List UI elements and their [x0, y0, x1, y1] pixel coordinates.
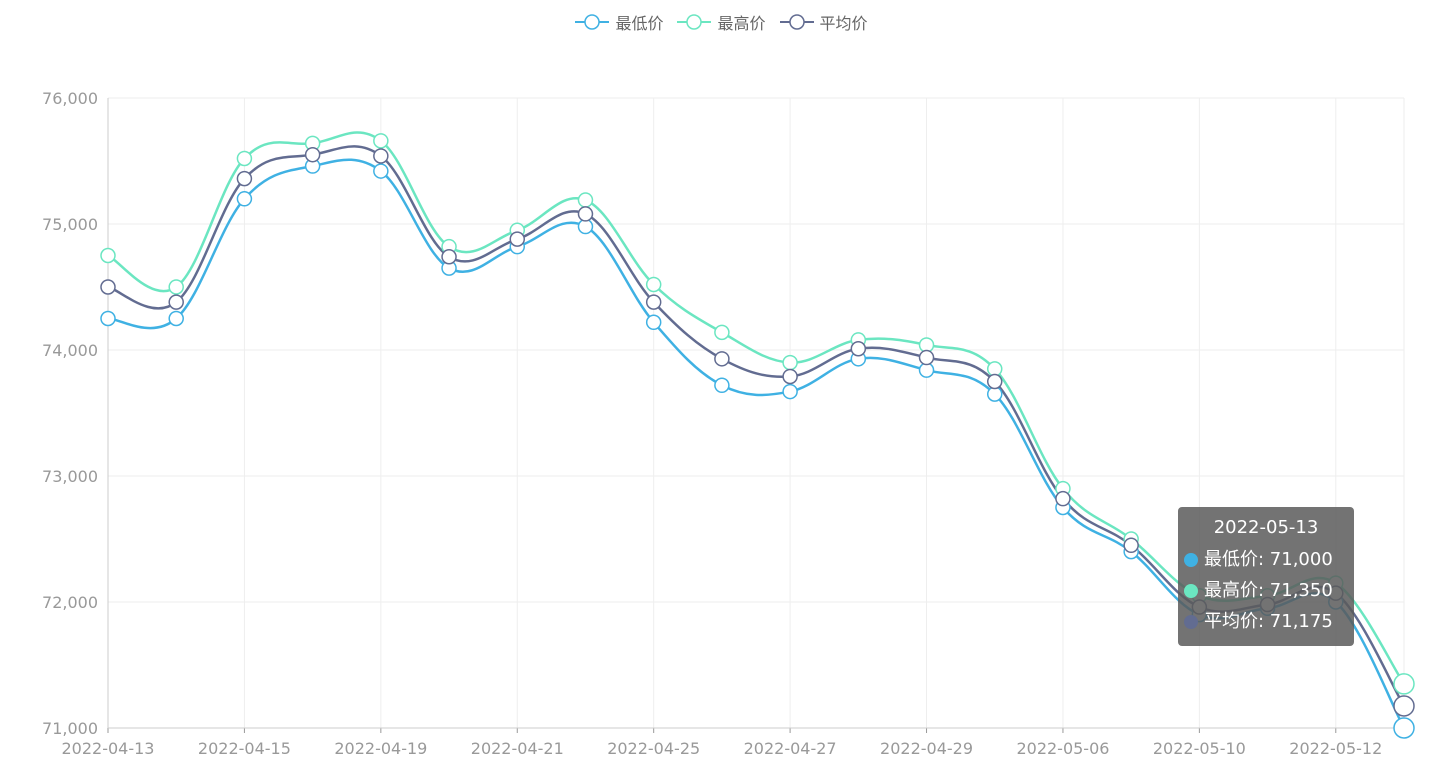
x-tick-label: 2022-05-06	[1016, 739, 1109, 758]
x-tick-label: 2022-04-29	[880, 739, 973, 758]
data-point-avg[interactable]	[1055, 490, 1071, 507]
x-tick-label: 2022-04-13	[62, 739, 155, 758]
x-tick-label: 2022-04-21	[471, 739, 564, 758]
data-point-avg[interactable]	[850, 340, 867, 357]
data-point-avg[interactable]	[373, 148, 389, 164]
data-point-high[interactable]	[1393, 673, 1415, 695]
y-tick-label: 73,000	[42, 467, 98, 486]
data-point-low[interactable]	[168, 310, 184, 327]
legend-low-icon	[575, 14, 610, 30]
tooltip-high-value: 最高价: 71,350	[1204, 580, 1333, 601]
data-point-high[interactable]	[236, 150, 253, 167]
data-point-low[interactable]	[100, 310, 116, 327]
data-point-avg[interactable]	[236, 170, 253, 187]
data-point-avg[interactable]	[986, 373, 1003, 390]
x-tick-label: 2022-04-19	[334, 739, 427, 758]
x-tick-label: 2022-05-10	[1153, 739, 1246, 758]
data-point-avg[interactable]	[645, 294, 662, 310]
axes: 71,000 72,000 73,000 74,000 75,000 76,000 2022…	[42, 89, 1404, 758]
series-points	[100, 133, 1415, 739]
x-tick-label: 2022-04-25	[607, 739, 700, 758]
data-point-avg[interactable]	[714, 351, 730, 367]
data-point-avg[interactable]	[168, 294, 184, 310]
data-point-high[interactable]	[100, 247, 116, 264]
legend-label-low: 最低价	[615, 14, 664, 33]
data-point-avg[interactable]	[441, 249, 457, 265]
y-tick-label: 72,000	[42, 593, 98, 612]
x-tick-label: 2022-05-12	[1289, 739, 1382, 758]
data-point-avg[interactable]	[100, 279, 116, 295]
tooltip-low-dot	[1184, 552, 1198, 567]
tooltip-avg-dot	[1184, 614, 1198, 629]
tooltip-low-value: 最低价: 71,000	[1204, 549, 1333, 570]
data-point-high[interactable]	[782, 354, 798, 371]
x-tick-label: 2022-04-27	[744, 739, 837, 758]
tooltip-row-high: 最高价: 71,350	[1184, 575, 1348, 606]
data-point-avg[interactable]	[1393, 695, 1415, 717]
x-tick-label: 2022-04-15	[198, 739, 291, 758]
data-point-low[interactable]	[373, 163, 389, 179]
data-point-low[interactable]	[714, 377, 730, 394]
legend-label-avg: 平均价	[819, 14, 868, 33]
tooltip-row-avg: 平均价: 71,175	[1184, 606, 1348, 637]
y-tick-label: 76,000	[42, 89, 98, 108]
data-point-avg[interactable]	[304, 146, 321, 163]
data-point-avg[interactable]	[1123, 537, 1139, 554]
legend: 最低价 最高价 平均价	[0, 10, 1443, 34]
data-point-low[interactable]	[782, 383, 798, 400]
y-tick-label: 71,000	[42, 719, 98, 738]
data-point-low[interactable]	[1393, 717, 1415, 739]
y-tick-label: 74,000	[42, 341, 98, 360]
data-point-high[interactable]	[577, 192, 594, 208]
tooltip-high-dot	[1184, 583, 1198, 598]
data-point-avg[interactable]	[577, 206, 594, 222]
legend-high-icon	[677, 14, 712, 30]
data-point-avg[interactable]	[782, 368, 798, 385]
legend-label-high: 最高价	[717, 14, 766, 33]
legend-item-low[interactable]: 最低价	[575, 10, 663, 34]
tooltip-avg-value: 平均价: 71,175	[1204, 611, 1333, 632]
data-point-high[interactable]	[168, 279, 184, 295]
legend-item-avg[interactable]: 平均价	[779, 10, 868, 34]
data-point-avg[interactable]	[509, 231, 526, 247]
data-point-avg[interactable]	[918, 349, 935, 366]
tooltip-row-low: 最低价: 71,000	[1184, 544, 1348, 575]
grid-lines	[107, 97, 1405, 729]
data-point-high[interactable]	[645, 276, 662, 293]
data-point-high[interactable]	[714, 324, 730, 341]
legend-avg-icon	[779, 14, 814, 30]
data-point-low[interactable]	[645, 314, 662, 331]
y-tick-label: 75,000	[42, 215, 98, 234]
tooltip: 2022-05-13 最低价: 71,000 最高价: 71,350 平均价: …	[1178, 507, 1354, 646]
data-point-low[interactable]	[236, 191, 253, 207]
data-point-high[interactable]	[373, 133, 389, 149]
legend-item-high[interactable]: 最高价	[677, 10, 766, 34]
tooltip-date: 2022-05-13	[1213, 517, 1319, 538]
